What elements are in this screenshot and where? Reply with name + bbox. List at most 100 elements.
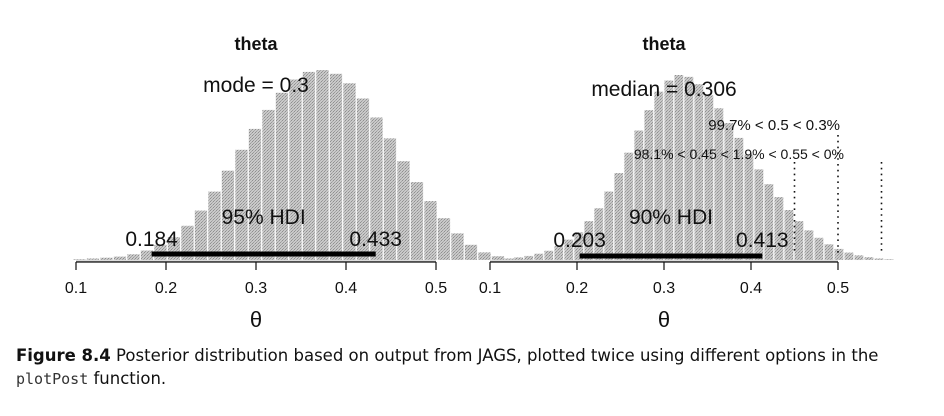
x-tick-label: 0.3 bbox=[653, 280, 675, 297]
histogram-bar bbox=[854, 255, 864, 261]
x-tick-label: 0.4 bbox=[335, 280, 357, 297]
histogram-bar bbox=[343, 83, 356, 260]
histogram-bar bbox=[744, 154, 754, 260]
histogram-bar bbox=[289, 79, 302, 260]
chart-title: theta bbox=[234, 34, 278, 54]
hdi-low-label: 0.203 bbox=[553, 229, 606, 252]
x-tick-label: 0.2 bbox=[566, 280, 588, 297]
histogram-bar bbox=[478, 252, 491, 260]
chart-title: theta bbox=[642, 34, 686, 54]
histogram-bar bbox=[804, 230, 814, 260]
histogram-bar bbox=[544, 250, 554, 260]
histogram-bar bbox=[275, 92, 289, 260]
histogram-bar bbox=[113, 256, 127, 260]
histogram-bar bbox=[614, 173, 624, 260]
caption-label: Figure 8.4 bbox=[16, 346, 111, 365]
histogram-bar bbox=[864, 257, 874, 260]
histogram-bar bbox=[524, 255, 534, 260]
histogram-bar bbox=[834, 248, 844, 260]
histogram-bar bbox=[784, 210, 794, 260]
histogram-bar bbox=[594, 208, 604, 260]
caption-text-after: function. bbox=[88, 369, 167, 388]
histogram-bar bbox=[504, 258, 514, 260]
histogram-bar bbox=[554, 246, 564, 261]
histogram-bar bbox=[127, 254, 140, 260]
histogram-bar bbox=[464, 244, 478, 260]
histogram-bar bbox=[814, 237, 824, 260]
histogram-bar bbox=[634, 130, 644, 260]
histogram-bar bbox=[397, 161, 410, 260]
histogram-bar bbox=[794, 221, 804, 260]
histogram-bar bbox=[494, 259, 504, 260]
histogram-bar bbox=[514, 257, 524, 260]
histogram-bar bbox=[181, 225, 194, 260]
histogram-bar bbox=[316, 70, 329, 260]
caption-code: plotPost bbox=[16, 370, 89, 388]
histogram-bar bbox=[100, 257, 113, 260]
histogram-bar bbox=[534, 253, 544, 260]
histogram-bar bbox=[564, 239, 574, 260]
histogram-bar bbox=[208, 191, 221, 260]
histogram-bar bbox=[624, 152, 634, 260]
histogram-bar bbox=[874, 258, 884, 260]
left-histogram-panel: 0.1 0.2 0.3 0.4 0.5 θ theta mode = 0.3 95% HDI 0.… bbox=[65, 34, 532, 332]
histogram-bar bbox=[584, 221, 594, 260]
histogram-bar bbox=[410, 182, 424, 260]
x-tick-label: 0.2 bbox=[155, 280, 177, 297]
histogram-bar bbox=[140, 250, 154, 260]
histogram-bar bbox=[73, 259, 86, 260]
histogram-bar bbox=[674, 75, 684, 260]
histogram-bar bbox=[884, 259, 894, 260]
histogram-bar bbox=[694, 84, 704, 260]
histogram-bar bbox=[754, 169, 764, 260]
histogram-bar bbox=[654, 91, 664, 261]
histogram-bar bbox=[451, 233, 464, 260]
histogram-bar bbox=[724, 123, 734, 260]
histogram-bar bbox=[491, 256, 505, 260]
central-tendency-label: median = 0.306 bbox=[591, 78, 736, 101]
histogram-bar bbox=[684, 76, 694, 260]
histogram-bar bbox=[86, 258, 100, 260]
histogram-bar bbox=[329, 73, 343, 260]
x-axis-label: θ bbox=[250, 307, 262, 332]
x-tick-label: 0.5 bbox=[827, 280, 849, 297]
histogram-bar bbox=[235, 149, 248, 260]
histogram-bar bbox=[248, 128, 262, 260]
histogram-bar bbox=[644, 110, 654, 261]
histogram-bar bbox=[424, 201, 437, 260]
histogram-bar bbox=[302, 71, 316, 261]
histogram-bar bbox=[714, 108, 724, 260]
hdi-label: 90% HDI bbox=[629, 206, 713, 229]
histogram-bar bbox=[824, 244, 834, 261]
hdi-high-label: 0.433 bbox=[349, 228, 402, 251]
histogram-bar bbox=[383, 138, 397, 260]
x-tick-label: 0.1 bbox=[65, 280, 87, 297]
central-tendency-label: mode = 0.3 bbox=[203, 74, 309, 97]
right-histogram-panel: 0.1 0.2 0.3 0.4 0.5 θ theta median = 0.306 99.7%… bbox=[479, 34, 894, 332]
histogram-bar bbox=[574, 232, 584, 260]
histogram-bar bbox=[734, 137, 744, 260]
rope-text: 98.1% < 0.45 < 1.9% < 0.55 < 0% bbox=[634, 146, 844, 162]
caption-text-before: Posterior distribution based on output f… bbox=[110, 346, 879, 365]
x-tick-label: 0.4 bbox=[740, 280, 762, 297]
comparison-text: 99.7% < 0.5 < 0.3% bbox=[708, 117, 840, 134]
hdi-label: 95% HDI bbox=[222, 206, 306, 229]
x-tick-label: 0.5 bbox=[425, 280, 447, 297]
x-tick-label: 0.3 bbox=[245, 280, 267, 297]
histogram-bar bbox=[664, 80, 674, 260]
x-axis-label: θ bbox=[658, 307, 670, 332]
histogram-bar bbox=[370, 117, 383, 260]
histogram-bar bbox=[774, 197, 784, 260]
histogram-bar bbox=[764, 184, 774, 260]
x-tick-label: 0.1 bbox=[479, 280, 501, 297]
histogram-bar bbox=[262, 109, 275, 261]
hdi-low-label: 0.184 bbox=[125, 228, 178, 251]
histogram-bar bbox=[221, 170, 235, 260]
histogram-bar bbox=[194, 210, 208, 260]
figure-caption: Figure 8.4 Posterior distribution based … bbox=[16, 344, 936, 391]
histogram-bar bbox=[437, 218, 451, 260]
histogram-bar bbox=[844, 252, 854, 260]
histogram-bar bbox=[356, 98, 370, 260]
hdi-high-label: 0.413 bbox=[736, 229, 789, 252]
